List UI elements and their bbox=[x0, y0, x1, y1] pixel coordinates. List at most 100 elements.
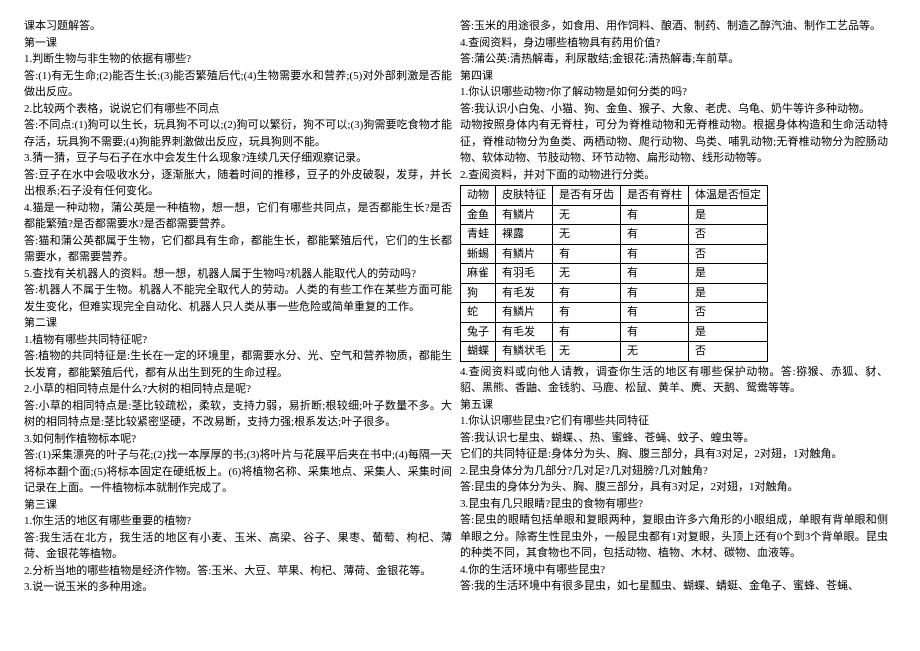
table-cell: 蝴蝶 bbox=[461, 342, 496, 362]
text-line: 2.分析当地的哪些植物是经济作物。答:玉米、大豆、苹果、枸杞、薄荷、金银花等。 bbox=[24, 563, 452, 580]
text-line: 1.你生活的地区有哪些重要的植物? bbox=[24, 513, 452, 530]
text-line: 2.比较两个表格，说说它们有哪些不同点 bbox=[24, 101, 452, 118]
text-line: 第三课 bbox=[24, 497, 452, 514]
left-column: 课本习题解答。 第一课 1.判断生物与非生物的依据有哪些? 答:(1)有无生命;… bbox=[24, 18, 460, 643]
table-cell: 金鱼 bbox=[461, 205, 496, 225]
text-line: 答:我认识七星虫、蝴蝶、、热、蜜蜂、苍蝇、蚊子、蝗虫等。 bbox=[460, 430, 888, 447]
text-line: 4.查阅资料，身边哪些植物具有药用价值? bbox=[460, 35, 888, 52]
text-line: 答:小草的相同特点是:茎比较疏松，柔软，支持力弱，易折断;根较细;叶子数量不多。… bbox=[24, 398, 452, 431]
text-line: 3.说一说玉米的多种用途。 bbox=[24, 579, 452, 596]
text-line: 4.猫是一种动物，蒲公英是一种植物，想一想，它们有哪些共同点，是否都能生长?是否… bbox=[24, 200, 452, 233]
table-cell: 兔子 bbox=[461, 322, 496, 342]
table-cell: 有鳞状毛 bbox=[496, 342, 553, 362]
table-cell: 无 bbox=[553, 225, 621, 245]
th: 皮肤特征 bbox=[496, 186, 553, 206]
text-line: 答:昆虫的身体分为头、胸、腹三部分，具有3对足，2对翅，1对触角。 bbox=[460, 479, 888, 496]
table-cell: 有毛发 bbox=[496, 322, 553, 342]
text-line: 答:植物的共同特征是:生长在一定的环境里，都需要水分、光、空气和营养物质，都能生… bbox=[24, 348, 452, 381]
table-row: 蛇有鳞片有有否 bbox=[461, 303, 768, 323]
table-cell: 有 bbox=[553, 283, 621, 303]
text-line: 答:玉米的用途很多，如食用、用作饲料、酿酒、制药、制造乙醇汽油、制作工艺品等。 bbox=[460, 18, 888, 35]
table-cell: 否 bbox=[689, 342, 768, 362]
text-line: 动物按照身体内有无脊柱，可分为脊椎动物和无脊椎动物。根据身体构造和生命活动特征，… bbox=[460, 117, 888, 167]
text-line: 课本习题解答。 bbox=[24, 18, 452, 35]
table-cell: 青蛙 bbox=[461, 225, 496, 245]
text-line: 第四课 bbox=[460, 68, 888, 85]
table-cell: 否 bbox=[689, 303, 768, 323]
table-header-row: 动物 皮肤特征 是否有牙齿 是否有脊柱 体温是否恒定 bbox=[461, 186, 768, 206]
table-cell: 无 bbox=[621, 342, 689, 362]
table-cell: 有 bbox=[621, 244, 689, 264]
text-line: 它们的共同特征是:身体分为头、胸、腹三部分，具有3对足，2对翅，1对触角。 bbox=[460, 446, 888, 463]
table-cell: 无 bbox=[553, 342, 621, 362]
table-cell: 无 bbox=[553, 205, 621, 225]
table-cell: 裸露 bbox=[496, 225, 553, 245]
table-cell: 有 bbox=[553, 303, 621, 323]
table-row: 兔子有毛发有有是 bbox=[461, 322, 768, 342]
table-cell: 是 bbox=[689, 283, 768, 303]
table-cell: 是 bbox=[689, 264, 768, 284]
th: 是否有脊柱 bbox=[621, 186, 689, 206]
table-body: 金鱼有鳞片无有是青蛙裸露无有否蜥蜴有鳞片有有否麻雀有羽毛无有是狗有毛发有有是蛇有… bbox=[461, 205, 768, 361]
table-cell: 有 bbox=[621, 322, 689, 342]
th: 是否有牙齿 bbox=[553, 186, 621, 206]
table-row: 蝴蝶有鳞状毛无无否 bbox=[461, 342, 768, 362]
table-cell: 有鳞片 bbox=[496, 205, 553, 225]
text-line: 答:蒲公英:清热解毒，利尿散结;金银花:清热解毒;车前草。 bbox=[460, 51, 888, 68]
text-line: 答:机器人不属于生物。机器人不能完全取代人的劳动。人类的有些工作在某些方面可能发… bbox=[24, 282, 452, 315]
text-line: 第五课 bbox=[460, 397, 888, 414]
text-line: 第二课 bbox=[24, 315, 452, 332]
text-line: 答:豆子在水中会吸收水分，逐渐胀大，随着时间的推移，豆子的外皮破裂，发芽，并长出… bbox=[24, 167, 452, 200]
table-cell: 是 bbox=[689, 322, 768, 342]
table-row: 狗有毛发有有是 bbox=[461, 283, 768, 303]
animal-table: 动物 皮肤特征 是否有牙齿 是否有脊柱 体温是否恒定 金鱼有鳞片无有是青蛙裸露无… bbox=[460, 185, 768, 362]
text-line: 4.查阅资料或向他人请教，调查你生活的地区有哪些保护动物。答:猕猴、赤狐、豺、貂… bbox=[460, 364, 888, 397]
text-line: 5.查找有关机器人的资料。想一想，机器人属于生物吗?机器人能取代人的劳动吗? bbox=[24, 266, 452, 283]
text-line: 3.如何制作植物标本呢? bbox=[24, 431, 452, 448]
text-line: 答:我认识小白兔、小猫、狗、金鱼、猴子、大象、老虎、乌龟、奶牛等许多种动物。 bbox=[460, 101, 888, 118]
table-cell: 否 bbox=[689, 225, 768, 245]
text-line: 1.你认识哪些昆虫?它们有哪些共同特征 bbox=[460, 413, 888, 430]
text-line: 答:不同点:(1)狗可以生长，玩具狗不可以;(2)狗可以繁衍，狗不可以;(3)狗… bbox=[24, 117, 452, 150]
text-line: 1.你认识哪些动物?你了解动物是如何分类的吗? bbox=[460, 84, 888, 101]
text-line: 答:我的生活环境中有很多昆虫，如七星瓢虫、蝴蝶、蜻蜓、金龟子、蜜蜂、苍蝇、 bbox=[460, 578, 888, 595]
text-line: 3.昆虫有几只眼睛?昆虫的食物有哪些? bbox=[460, 496, 888, 513]
table-cell: 是 bbox=[689, 205, 768, 225]
text-line: 3.猜一猜，豆子与石子在水中会发生什么现象?连续几天仔细观察记录。 bbox=[24, 150, 452, 167]
table-cell: 否 bbox=[689, 244, 768, 264]
table-cell: 有 bbox=[621, 205, 689, 225]
text-line: 答:猫和蒲公英都属于生物，它们都具有生命，都能生长，都能繁殖后代，它们的生长都需… bbox=[24, 233, 452, 266]
table-cell: 有 bbox=[553, 244, 621, 264]
text-line: 1.判断生物与非生物的依据有哪些? bbox=[24, 51, 452, 68]
table-cell: 有 bbox=[621, 303, 689, 323]
text-line: 2.查阅资料，并对下面的动物进行分类。 bbox=[460, 167, 888, 184]
text-line: 4.你的生活环境中有哪些昆虫? bbox=[460, 562, 888, 579]
table-cell: 狗 bbox=[461, 283, 496, 303]
th: 动物 bbox=[461, 186, 496, 206]
right-column: 答:玉米的用途很多，如食用、用作饲料、酿酒、制药、制造乙醇汽油、制作工艺品等。 … bbox=[460, 18, 896, 643]
text-line: 答:(1)有无生命;(2)能否生长;(3)能否繁殖后代;(4)生物需要水和营养;… bbox=[24, 68, 452, 101]
table-row: 蜥蜴有鳞片有有否 bbox=[461, 244, 768, 264]
table-cell: 有 bbox=[621, 225, 689, 245]
text-line: 答:(1)采集漂亮的叶子与花;(2)找一本厚厚的书;(3)将叶片与花展平后夹在书… bbox=[24, 447, 452, 497]
table-cell: 麻雀 bbox=[461, 264, 496, 284]
table-cell: 有 bbox=[621, 264, 689, 284]
th: 体温是否恒定 bbox=[689, 186, 768, 206]
table-cell: 有毛发 bbox=[496, 283, 553, 303]
table-cell: 有鳞片 bbox=[496, 303, 553, 323]
table-cell: 蜥蜴 bbox=[461, 244, 496, 264]
table-row: 麻雀有羽毛无有是 bbox=[461, 264, 768, 284]
table-row: 青蛙裸露无有否 bbox=[461, 225, 768, 245]
table-cell: 无 bbox=[553, 264, 621, 284]
text-line: 第一课 bbox=[24, 35, 452, 52]
table-cell: 有羽毛 bbox=[496, 264, 553, 284]
text-line: 2.昆虫身体分为几部分?几对足?几对翅膀?几对触角? bbox=[460, 463, 888, 480]
table-cell: 有 bbox=[621, 283, 689, 303]
text-line: 1.植物有哪些共同特征呢? bbox=[24, 332, 452, 349]
table-row: 金鱼有鳞片无有是 bbox=[461, 205, 768, 225]
text-line: 2.小草的相同特点是什么?大树的相同特点是呢? bbox=[24, 381, 452, 398]
table-cell: 蛇 bbox=[461, 303, 496, 323]
text-line: 答:昆虫的眼睛包括单眼和复眼两种，复眼由许多六角形的小眼组成，单眼有背单眼和侧单… bbox=[460, 512, 888, 562]
text-line: 答:我生活在北方，我生活的地区有小麦、玉米、高梁、谷子、果枣、葡萄、枸杞、薄荷、… bbox=[24, 530, 452, 563]
table-cell: 有 bbox=[553, 322, 621, 342]
